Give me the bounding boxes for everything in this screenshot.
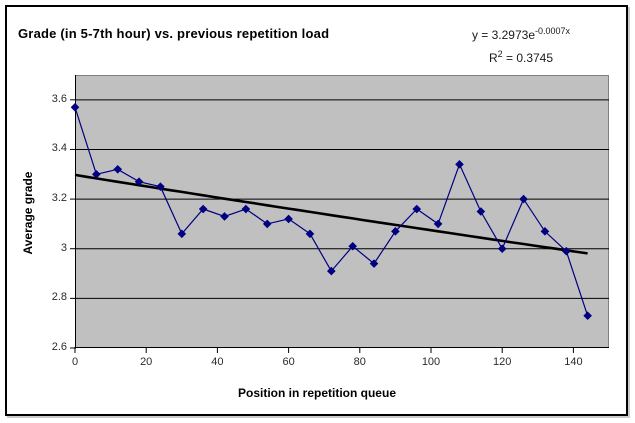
y-tick-label: 2.8: [51, 291, 67, 304]
data-point-marker: [92, 169, 101, 179]
x-tick-label: 140: [564, 356, 583, 368]
y-tick-label: 3.2: [51, 192, 67, 205]
y-tick-label: 3.6: [51, 92, 67, 105]
data-point-marker: [284, 214, 293, 224]
data-point-marker: [369, 259, 379, 268]
data-point-marker: [198, 204, 208, 214]
data-point-marker: [455, 160, 464, 169]
r-squared-line: R2 = 0.3745: [488, 49, 554, 65]
y-tick-label: 2.6: [51, 341, 67, 353]
plot-canvas: [70, 75, 609, 353]
data-point-marker: [134, 177, 144, 187]
y-axis-title: Average grade: [21, 171, 35, 255]
data-point-marker: [348, 241, 357, 251]
equation-line: y = 3.2973e-0.0007x: [471, 26, 571, 42]
data-point-marker: [476, 207, 486, 216]
trendline: [74, 173, 588, 255]
data-point-marker: [262, 219, 272, 229]
series-line: [74, 107, 589, 316]
data-point-marker: [70, 102, 80, 112]
plot-area: [70, 75, 609, 353]
data-point-marker: [156, 182, 165, 191]
data-point-marker: [433, 219, 443, 229]
x-tick-label: 100: [421, 356, 441, 368]
x-tick-label: 40: [211, 356, 224, 368]
data-point-marker: [305, 229, 315, 239]
data-point-marker: [327, 266, 336, 276]
data-point-marker: [583, 311, 592, 321]
y-tick-label: 3: [60, 241, 67, 254]
x-axis-title: Position in repetition queue: [237, 386, 396, 400]
y-tick-label: 3.4: [51, 142, 67, 155]
chart-frame: Grade (in 5-7th hour) vs. previous repet…: [5, 5, 628, 416]
chart-title: Grade (in 5-7th hour) vs. previous repet…: [18, 26, 330, 41]
data-point-marker: [241, 204, 251, 214]
r-squared-sup: 2: [497, 49, 503, 59]
x-tick-label: 80: [353, 356, 366, 368]
data-point-marker: [519, 194, 528, 204]
x-tick-label: 20: [140, 356, 153, 368]
data-point-marker: [497, 244, 507, 254]
x-tick-label: 60: [282, 356, 295, 368]
data-point-marker: [540, 227, 550, 236]
x-tick-label: 120: [493, 356, 512, 368]
data-point-marker: [113, 165, 123, 174]
data-point-marker: [412, 204, 422, 214]
equation-exponent: -0.0007x: [535, 26, 571, 36]
data-point-marker: [391, 227, 400, 236]
data-point-marker: [177, 229, 187, 239]
data-point-marker: [561, 246, 571, 256]
trendline-equation: y = 3.2973e-0.0007x R2 = 0.3745: [432, 22, 610, 68]
x-tick-label: 0: [71, 356, 79, 368]
data-point-marker: [220, 212, 229, 221]
